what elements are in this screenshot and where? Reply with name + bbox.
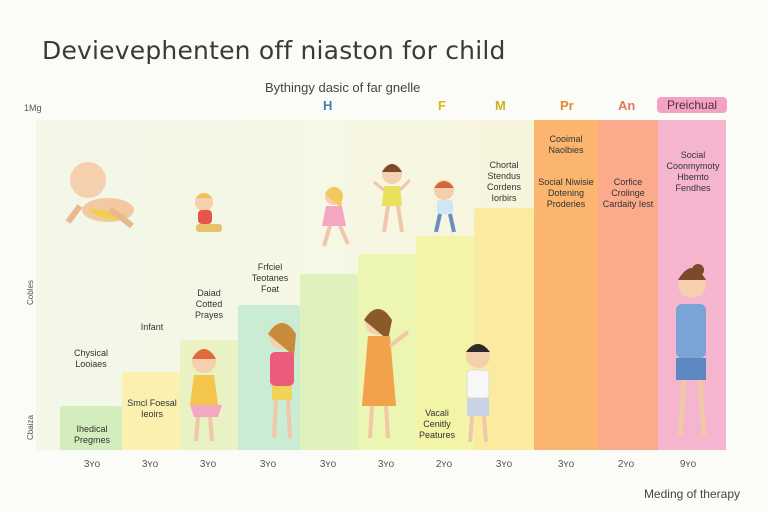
crawling-baby-illustration (65, 162, 134, 229)
x-tick-4: 3ʏo (259, 459, 277, 470)
x-tick-6: 3ʏo (377, 459, 395, 470)
girl-jumping-illustration (373, 164, 412, 233)
girl-waving-illustration (190, 349, 222, 442)
column-header-preschool: Preichual (657, 97, 728, 113)
column-header-h: H (323, 98, 333, 113)
x-tick-3: 3ʏo (199, 459, 217, 470)
stage-step-5 (300, 274, 358, 450)
stage-step-1 (60, 406, 122, 450)
x-tick-2: 3ʏo (141, 459, 159, 470)
y-axis-side-label-lower: Cbaiza (26, 415, 35, 440)
stage-step-7 (416, 236, 474, 450)
child-pointing-illustration (362, 309, 410, 439)
stage-column-pr (534, 120, 598, 450)
x-tick-1: 3ʏo (83, 459, 101, 470)
column-header-m: M (495, 98, 506, 113)
y-axis-top-label: 1Mg (24, 103, 42, 113)
preschool-child-illustration (676, 264, 707, 437)
stage-label-2: Smcl Foesal Ieoirs (127, 398, 177, 419)
stage-label-1: Ihedical Pregmes (73, 424, 110, 445)
stage-label-7: Vacali Cenitly Peatures (418, 408, 456, 440)
page-title: Devievephenten off niaston for child (42, 36, 506, 65)
toddler-sitting-illustration (195, 193, 222, 232)
stage-column-an (598, 120, 658, 450)
stage-label-9-top: Cooimal Naolbies (548, 134, 584, 155)
column-header-pr: Pr (560, 98, 574, 113)
column-header-f: F (438, 98, 446, 113)
stage-label-4: Frfciel Teotanes Foat (251, 262, 289, 294)
stage-label-2-above: Infant (140, 322, 164, 332)
x-tick-8: 3ʏo (495, 459, 513, 470)
child-walking-illustration (434, 180, 456, 233)
footer-caption: Meding of therapy (643, 487, 740, 501)
x-tick-9: 3ʏo (557, 459, 575, 470)
stage-label-10: Corfice Crolinge Cardaity Iest (602, 177, 654, 209)
stage-label-11: Social Coonmymoty Hbemto Fendhes (666, 150, 720, 193)
boy-standing-illustration (466, 344, 490, 443)
column-header-an: An (618, 98, 636, 113)
stage-label-9: Social Niwisie Dotening Proderies (538, 177, 594, 209)
stage-step-2 (122, 372, 180, 450)
y-axis-side-label-upper: Cobles (26, 280, 35, 305)
girl-running-illustration (322, 187, 350, 247)
x-tick-7: 2ʏo (435, 459, 453, 470)
x-tick-5: 3ʏo (319, 459, 337, 470)
x-tick-10: 2ʏo (617, 459, 635, 470)
x-tick-11: 9ʏo (679, 459, 697, 470)
stage-label-3: Daiad Cotted Prayes (194, 288, 223, 320)
stage-label-1-above: Chysical Looiaes (73, 348, 108, 369)
page-subtitle: Bythingy dasic of far gnelle (265, 80, 421, 95)
stage-label-8: Chortal Stendus Cordens Iorbirs (486, 160, 522, 203)
girl-standing-illustration (266, 323, 296, 439)
